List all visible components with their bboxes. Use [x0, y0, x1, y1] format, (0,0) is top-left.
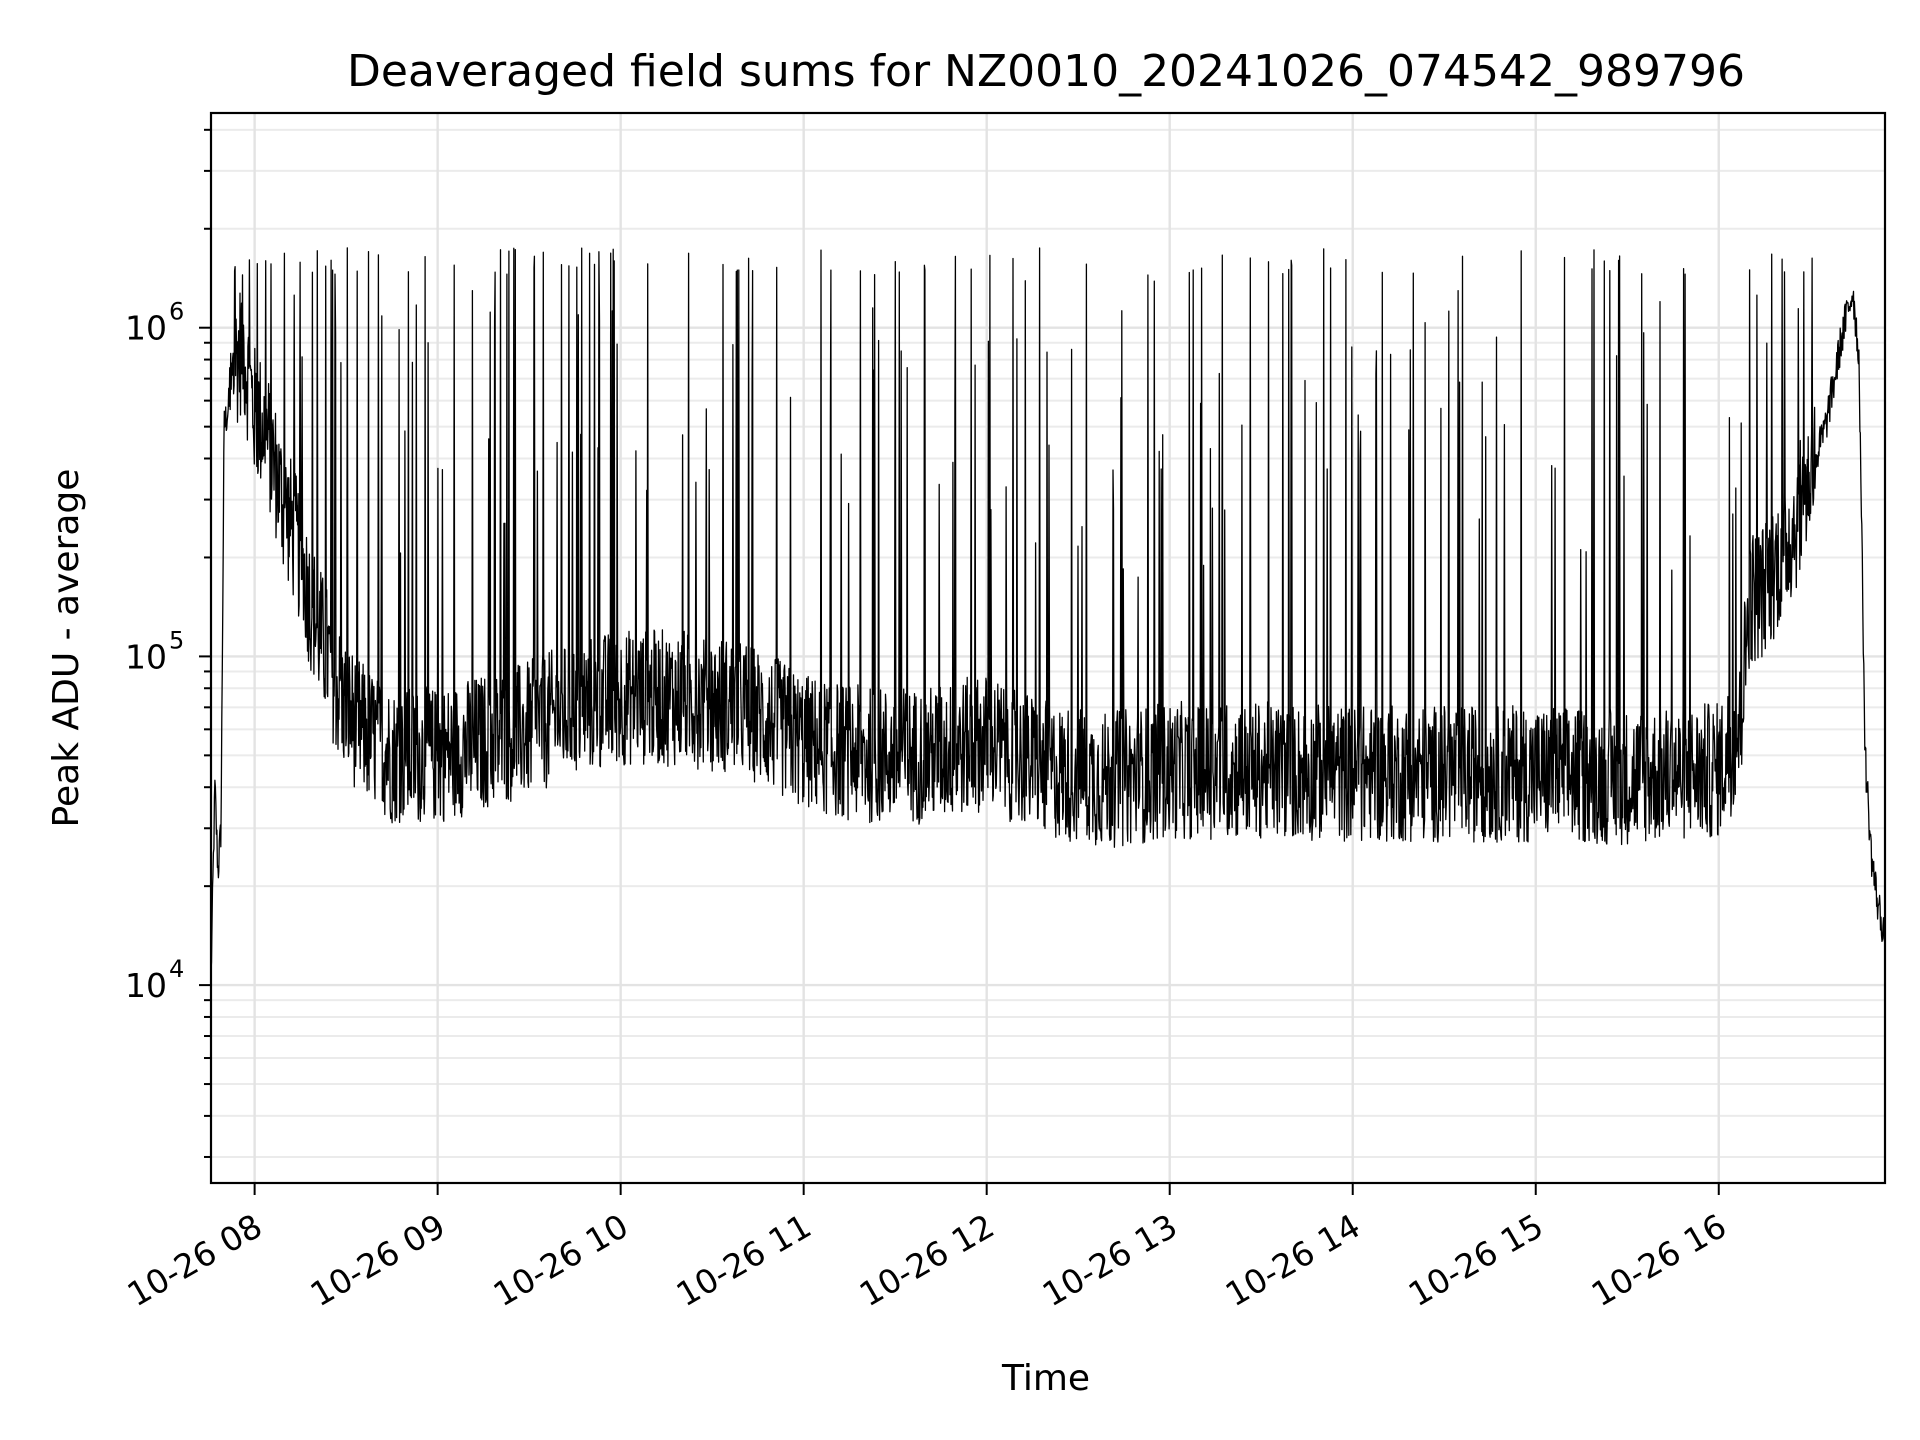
y-tick-label: 10 — [125, 966, 167, 1005]
x-axis-label: Time — [1001, 1358, 1090, 1399]
x-axis: 10-26 08 10-26 09 10-26 10 10-26 11 10-26 12… — [121, 1183, 1733, 1314]
grid — [204, 113, 1885, 1183]
x-tick-label: 10-26 08 — [121, 1206, 269, 1314]
x-tick-label: 10-26 14 — [1219, 1206, 1367, 1314]
x-tick-label: 10-26 16 — [1585, 1206, 1733, 1314]
x-tick-label: 10-26 11 — [670, 1206, 818, 1314]
y-tick-label: 10 — [125, 309, 167, 348]
x-tick-label: 10-26 09 — [304, 1206, 452, 1314]
y-tick-exponent: 5 — [169, 626, 184, 654]
x-tick-label: 10-26 15 — [1402, 1206, 1550, 1314]
chart-title: Deaveraged field sums for NZ0010_2024102… — [347, 46, 1745, 97]
x-tick-label: 10-26 13 — [1036, 1206, 1184, 1314]
y-tick-exponent: 6 — [169, 298, 184, 326]
plot-frame — [209, 111, 1887, 1185]
x-tick-label: 10-26 12 — [853, 1206, 1001, 1314]
y-tick-label: 10 — [125, 637, 167, 676]
y-tick-exponent: 4 — [169, 955, 184, 983]
series-line — [210, 247, 1886, 973]
y-axis-label: Peak ADU - average — [46, 469, 87, 828]
x-tick-label: 10-26 10 — [487, 1206, 635, 1314]
